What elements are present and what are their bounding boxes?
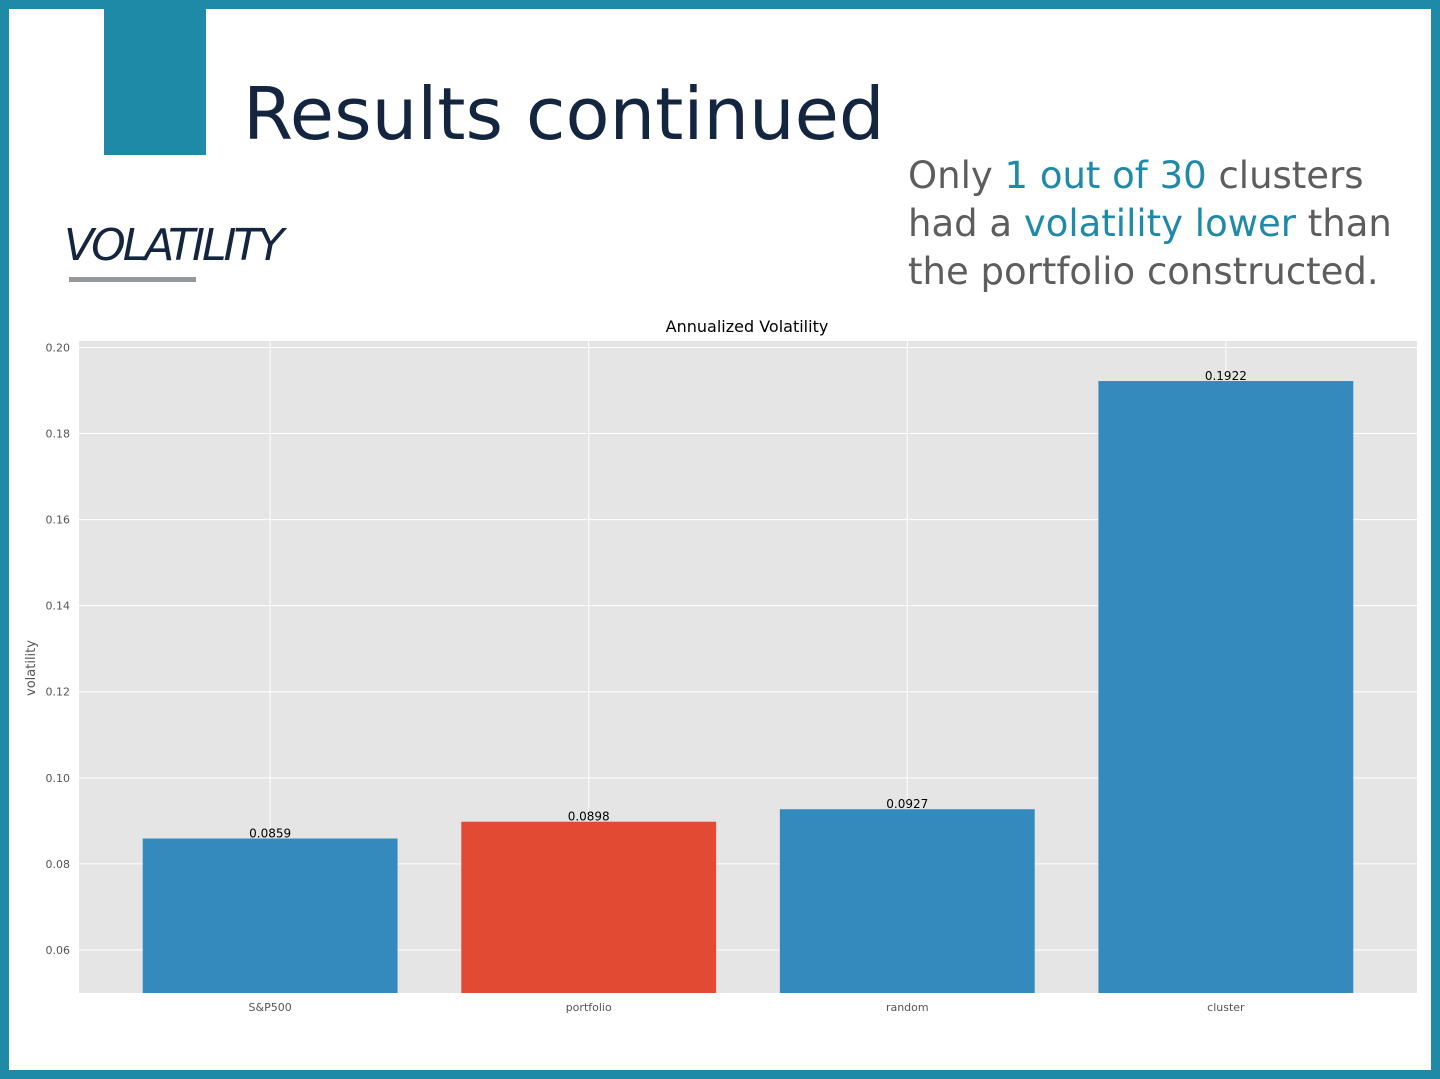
callout-part2: clusters had a	[908, 154, 1364, 245]
y-tick-label: 0.06	[46, 944, 71, 957]
bar-0	[142, 838, 398, 993]
x-tick-label: S&P500	[249, 1001, 292, 1014]
callout-part1: Only	[908, 154, 1005, 197]
x-tick-label: random	[886, 1001, 929, 1014]
bar-value-label: 0.0859	[249, 826, 291, 840]
y-tick-label: 0.14	[46, 600, 71, 613]
y-tick-label: 0.18	[46, 428, 71, 441]
bar-value-label: 0.0927	[886, 797, 928, 811]
y-tick-label: 0.12	[46, 686, 71, 699]
y-tick-label: 0.08	[46, 858, 71, 871]
bar-2	[779, 809, 1035, 993]
y-tick-label: 0.16	[46, 514, 71, 527]
section-heading: VOLATILITY	[64, 220, 284, 271]
y-axis-label: volatility	[24, 640, 39, 696]
bar-1	[461, 821, 717, 993]
x-tick-label: portfolio	[566, 1001, 612, 1014]
chart-title: Annualized Volatility	[666, 317, 829, 336]
bar-value-label: 0.1922	[1205, 369, 1247, 383]
title-accent-block	[104, 9, 206, 155]
section-underline	[69, 277, 196, 282]
slide-title: Results continued	[243, 72, 885, 156]
callout-highlight-count: 1 out of 30	[1004, 154, 1207, 197]
bar-3	[1098, 381, 1354, 993]
bar-value-label: 0.0898	[568, 810, 610, 824]
callout-text: Only 1 out of 30 clusters had a volatili…	[908, 152, 1428, 296]
y-tick-label: 0.20	[46, 341, 71, 354]
callout-highlight-volatility: volatility lower	[1023, 202, 1296, 245]
callout-part3: than the portfolio constructed.	[908, 202, 1392, 293]
y-tick-label: 0.10	[46, 772, 71, 785]
x-tick-label: cluster	[1207, 1001, 1245, 1014]
